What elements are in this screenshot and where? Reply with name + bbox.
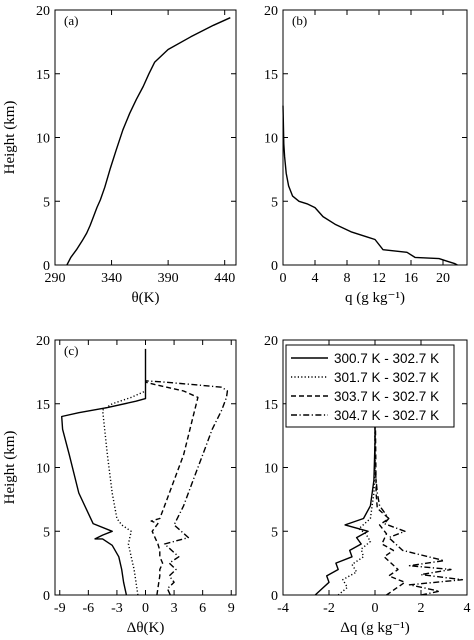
panel-c-xtick-label-0: -9 [54,601,66,616]
panel-b-xtick-label-2: 8 [344,271,351,286]
panel-b-xtick-label-0: 0 [280,271,287,286]
panel-c-xtick-label-4: 3 [171,601,178,616]
panel-c-xtick-label-2: -3 [111,601,123,616]
panel-b-xlabel: q (g kg⁻¹) [345,290,405,306]
panel-a-xtick-label-3: 440 [214,271,235,286]
panel-a-xtick-label-0: 290 [45,271,66,286]
panel-c-xtick-label-1: -6 [83,601,95,616]
panel-c-ytick-label-3: 15 [36,398,50,413]
panel-d-ytick-label-0: 0 [271,589,278,604]
panel-a-letter: (a) [64,13,78,28]
panel-a-series-0 [66,17,231,266]
panel-a: 290 340 390 440 0 5 10 15 20 θ(K) Height (km) (a) [2,4,237,306]
panel-b-ytick-label-0: 0 [271,259,278,274]
panel-d-xlabel: Δq (g kg⁻¹) [340,620,410,636]
panel-b-ytick-label-3: 15 [264,68,278,83]
panel-a-xtick-label-1: 340 [101,271,122,286]
panel-c-xtick-label-5: 6 [199,601,206,616]
panel-d-xtick-label-2: 0 [372,601,379,616]
panel-b-frame [282,9,468,266]
panel-c-series-1 [101,390,146,596]
panel-c-ytick-label-1: 5 [43,525,50,540]
panel-d-xtick-label-0: -4 [277,601,289,616]
panel-c-ytick-label-0: 0 [43,589,50,604]
panel-d-series-3 [374,378,464,596]
panel-a-xtick-label-2: 390 [158,271,179,286]
panel-b-ytick-label-2: 10 [264,132,278,147]
panel-c-xtick-label-6: 9 [228,601,235,616]
panel-c-ytick-label-4: 20 [36,334,50,349]
panel-d-series-2 [374,378,406,596]
panel-c-ytick-label-2: 10 [36,462,50,477]
panel-b-xtick-label-3: 12 [372,271,386,286]
panel-a-frame [54,9,237,266]
panel-d-ytick-label-1: 5 [271,525,278,540]
panel-b-xtick-label-1: 4 [312,271,319,286]
panel-c-series-0 [61,348,147,596]
panel-a-xlabel: θ(K) [131,290,159,306]
panel-c-series-3 [145,380,229,596]
panel-d-xtick-label-4: 4 [464,601,471,616]
panel-d-xtick-label-1: -2 [323,601,335,616]
panel-c-series-2 [145,381,199,596]
panel-d-ytick-label-4: 20 [264,334,278,349]
panel-a-ytick-label-4: 20 [36,4,50,19]
panel-a-ylabel: Height (km) [2,101,18,175]
panel-b-ytick-label-1: 5 [271,195,278,210]
panel-b-xtick-label-4: 16 [404,271,418,286]
panel-c-xtick-label-3: 0 [142,601,149,616]
panel-c-xlabel: Δθ(K) [127,620,165,636]
panel-d-legend-label-0: 300.7 K - 302.7 K [334,351,439,366]
panel-b-ytick-label-4: 20 [264,4,278,19]
panel-b: 0 4 8 12 16 20 0 5 10 15 20 q (g kg⁻¹) (b) [264,4,468,306]
panel-d-legend-label-2: 303.7 K - 302.7 K [334,389,439,404]
panel-d-xtick-label-3: 2 [418,601,425,616]
panel-a-ytick-label-1: 5 [43,195,50,210]
panel-d-ytick-label-3: 15 [264,398,278,413]
panel-b-series-0 [282,105,458,266]
panel-d-legend-label-3: 304.7 K - 302.7 K [334,408,439,423]
panel-b-xtick-label-5: 20 [436,271,450,286]
panel-c-letter: (c) [64,343,78,358]
panel-a-ytick-label-2: 10 [36,132,50,147]
panel-c-ylabel: Height (km) [2,431,18,505]
panel-d-legend-label-1: 301.7 K - 302.7 K [334,370,439,385]
panel-c: -9 -6 -3 0 3 6 9 0 5 10 15 20 Δθ(K) Height (km) (c) [2,334,237,636]
panel-d-ytick-label-2: 10 [264,462,278,477]
panel-d-series-0 [314,378,376,596]
panel-a-ytick-label-0: 0 [43,259,50,274]
panel-a-ytick-label-3: 15 [36,68,50,83]
panel-b-letter: (b) [292,13,307,28]
panel-d-series-1 [337,378,376,596]
